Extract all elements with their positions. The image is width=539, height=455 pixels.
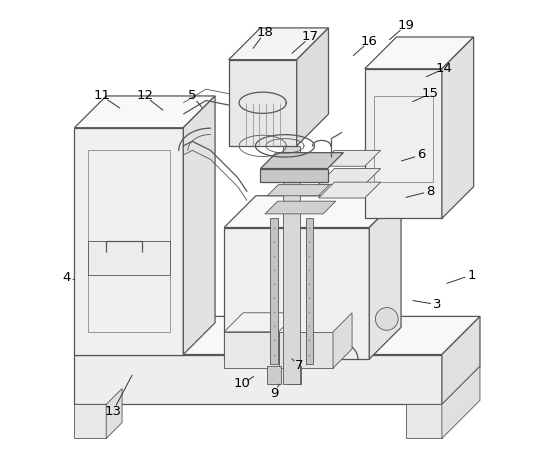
Polygon shape bbox=[306, 218, 313, 364]
Polygon shape bbox=[224, 313, 298, 332]
Polygon shape bbox=[74, 316, 480, 354]
Polygon shape bbox=[279, 332, 333, 368]
Text: 11: 11 bbox=[93, 90, 110, 102]
Text: 10: 10 bbox=[234, 378, 251, 390]
Polygon shape bbox=[405, 404, 442, 439]
Polygon shape bbox=[88, 241, 170, 275]
Text: 1: 1 bbox=[467, 268, 475, 282]
Polygon shape bbox=[442, 366, 480, 439]
Text: 3: 3 bbox=[433, 298, 441, 311]
Polygon shape bbox=[74, 128, 183, 354]
Polygon shape bbox=[260, 168, 328, 182]
Polygon shape bbox=[74, 354, 442, 404]
Polygon shape bbox=[442, 316, 480, 404]
Text: 7: 7 bbox=[295, 359, 303, 372]
Polygon shape bbox=[333, 313, 352, 368]
Polygon shape bbox=[74, 96, 215, 128]
Polygon shape bbox=[369, 196, 401, 359]
Text: 16: 16 bbox=[361, 35, 378, 48]
Polygon shape bbox=[319, 151, 381, 166]
Polygon shape bbox=[267, 185, 330, 196]
Polygon shape bbox=[442, 37, 474, 218]
Text: 4: 4 bbox=[62, 271, 71, 284]
Polygon shape bbox=[229, 28, 328, 60]
Polygon shape bbox=[74, 404, 106, 439]
Text: 14: 14 bbox=[436, 62, 453, 75]
Polygon shape bbox=[229, 60, 296, 146]
Polygon shape bbox=[183, 96, 215, 354]
Text: 6: 6 bbox=[417, 148, 426, 162]
Text: 9: 9 bbox=[270, 387, 278, 399]
Polygon shape bbox=[106, 389, 122, 439]
Text: 15: 15 bbox=[422, 87, 439, 100]
Polygon shape bbox=[319, 182, 381, 198]
Polygon shape bbox=[365, 37, 474, 69]
Polygon shape bbox=[224, 196, 401, 228]
Text: 5: 5 bbox=[188, 90, 197, 102]
Polygon shape bbox=[224, 332, 279, 368]
Polygon shape bbox=[288, 366, 301, 384]
Text: 12: 12 bbox=[136, 90, 153, 102]
Text: 18: 18 bbox=[257, 26, 273, 39]
Polygon shape bbox=[319, 168, 381, 184]
Text: 19: 19 bbox=[397, 19, 414, 32]
Circle shape bbox=[376, 308, 398, 330]
Polygon shape bbox=[296, 28, 328, 146]
Polygon shape bbox=[271, 218, 278, 364]
Polygon shape bbox=[265, 201, 336, 214]
Polygon shape bbox=[365, 69, 442, 218]
Polygon shape bbox=[113, 366, 144, 400]
Polygon shape bbox=[260, 153, 343, 168]
Polygon shape bbox=[283, 146, 300, 384]
Text: 8: 8 bbox=[426, 185, 435, 198]
Text: 17: 17 bbox=[302, 30, 319, 44]
Polygon shape bbox=[224, 228, 369, 359]
Text: 13: 13 bbox=[105, 404, 121, 418]
Polygon shape bbox=[267, 366, 281, 384]
